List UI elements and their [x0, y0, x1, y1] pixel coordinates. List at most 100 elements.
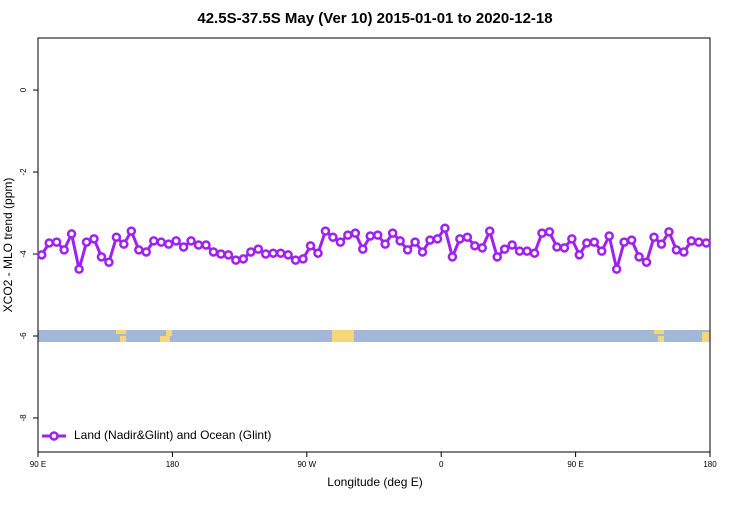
- x-tick-label: 90 W: [297, 460, 316, 469]
- data-point: [596, 246, 607, 256]
- data-point: [305, 241, 316, 251]
- data-point: [186, 236, 196, 246]
- x-tick-label: 90 E: [567, 460, 583, 469]
- data-point: [611, 264, 622, 274]
- data-point: [484, 226, 495, 236]
- data-point: [402, 245, 413, 255]
- data-point: [641, 257, 652, 267]
- data-point: [567, 234, 577, 244]
- data-point: [626, 235, 637, 245]
- data-point: [574, 250, 585, 260]
- data-point: [679, 247, 689, 257]
- y-tick-label: -2: [19, 168, 28, 176]
- data-point: [171, 236, 181, 246]
- data-point: [238, 254, 249, 264]
- data-point: [119, 239, 129, 249]
- data-point: [178, 242, 189, 252]
- data-point: [253, 244, 264, 254]
- data-point: [111, 232, 122, 242]
- data-point: [74, 264, 84, 274]
- data-point: [298, 254, 308, 264]
- data-point: [462, 232, 473, 242]
- data-point: [499, 244, 510, 254]
- data-point: [552, 242, 562, 252]
- data-point: [141, 247, 152, 257]
- data-point: [96, 252, 107, 262]
- data-point: [208, 247, 219, 257]
- data-point: [223, 250, 234, 260]
- data-point: [201, 240, 211, 250]
- data-point: [358, 244, 368, 254]
- data-point: [260, 249, 271, 259]
- data-point: [380, 239, 390, 249]
- data-point: [134, 245, 144, 255]
- data-point: [671, 245, 682, 255]
- data-point: [320, 226, 331, 236]
- data-point: [148, 236, 159, 246]
- data-point: [126, 226, 137, 236]
- x-tick-label: 0: [439, 460, 444, 469]
- data-point: [313, 248, 323, 258]
- data-point: [656, 239, 667, 249]
- data-point: [694, 237, 704, 247]
- x-tick-label: 180: [703, 460, 717, 469]
- data-point: [410, 237, 420, 247]
- data-point: [343, 230, 353, 240]
- chart-title: 42.5S-37.5S May (Ver 10) 2015-01-01 to 2…: [197, 10, 552, 27]
- data-point: [425, 235, 435, 245]
- legend-label: Land (Nadir&Glint) and Ocean (Glint): [74, 428, 271, 442]
- data-point: [664, 227, 674, 237]
- data-point: [216, 249, 226, 259]
- data-point: [477, 243, 488, 253]
- data-point: [582, 238, 592, 248]
- data-point: [231, 255, 241, 265]
- x-tick-label: 180: [166, 460, 180, 469]
- data-point: [649, 232, 659, 242]
- surface-strip: [38, 330, 710, 342]
- data-point: [66, 229, 77, 239]
- data-point: [387, 228, 398, 238]
- x-tick-label: 90 E: [30, 460, 46, 469]
- data-point: [701, 238, 712, 248]
- data-point: [89, 234, 99, 244]
- data-point: [156, 237, 166, 247]
- data-point: [432, 234, 443, 244]
- data-point: [470, 241, 480, 251]
- data-point: [290, 255, 301, 265]
- data-point: [365, 231, 376, 241]
- data-point: [589, 237, 600, 247]
- data-point: [268, 248, 278, 258]
- y-tick-label: -4: [19, 250, 28, 258]
- data-point: [529, 248, 540, 258]
- data-point: [81, 237, 92, 247]
- data-point: [283, 250, 293, 260]
- data-point: [492, 252, 502, 262]
- data-point: [522, 246, 532, 256]
- data-point: [59, 245, 69, 255]
- data-point: [193, 240, 204, 250]
- data-point: [537, 228, 547, 238]
- data-point: [163, 239, 174, 249]
- data-point: [544, 227, 555, 237]
- data-point: [350, 228, 361, 238]
- data-point: [44, 238, 54, 248]
- data-point: [440, 223, 450, 233]
- data-point: [507, 240, 517, 250]
- data-point: [447, 252, 458, 262]
- data-point: [372, 230, 383, 240]
- y-tick-label: 0: [19, 87, 28, 92]
- data-point: [275, 248, 286, 258]
- data-point: [514, 246, 525, 256]
- y-tick-label: -6: [19, 332, 28, 340]
- data-point: [417, 247, 428, 257]
- data-point: [686, 236, 697, 246]
- data-point: [51, 237, 62, 247]
- data-point: [634, 252, 644, 262]
- data-point: [36, 250, 47, 260]
- data-point: [604, 231, 614, 241]
- y-tick-label: -8: [19, 414, 28, 422]
- data-point: [559, 243, 570, 253]
- data-point: [335, 237, 346, 247]
- data-point: [104, 257, 114, 267]
